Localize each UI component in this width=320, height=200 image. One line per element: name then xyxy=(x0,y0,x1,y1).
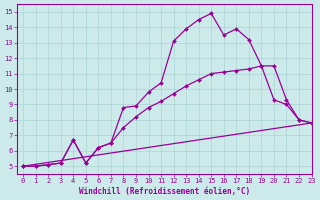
X-axis label: Windchill (Refroidissement éolien,°C): Windchill (Refroidissement éolien,°C) xyxy=(79,187,250,196)
